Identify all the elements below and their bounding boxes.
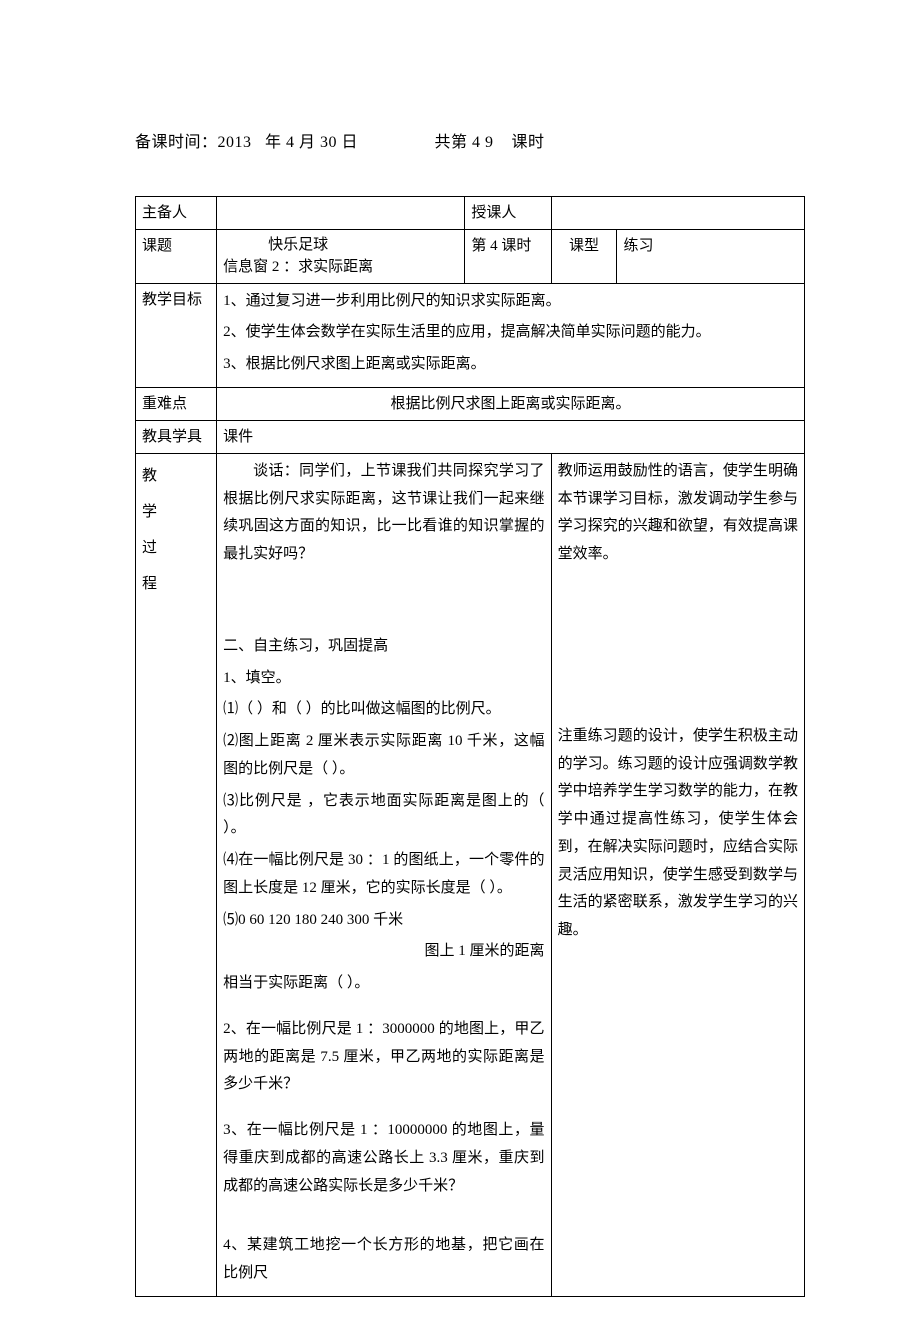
- objective-2: 2、使学生体会数学在实际生活里的应用，提高解决简单实际问题的能力。: [223, 319, 798, 347]
- value-class-type: 练习: [617, 229, 805, 283]
- side-notes: 教师运用鼓励性的语言，使学生明确本节课学习目标，激发调动学生参与学习探究的兴趣和…: [551, 453, 804, 1296]
- q1-2: ⑵图上距离 2 厘米表示实际距离 10 千米，这幅图的比例尺是（ ）。: [223, 728, 544, 784]
- objective-1: 1、通过复习进一步利用比例尺的知识求实际距离。: [223, 288, 798, 316]
- label-main-preparer: 主备人: [136, 196, 217, 229]
- lesson-plan-table: 主备人 授课人 课题 快乐足球 信息窗 2 ：求实际距离 第 4 课时 课型 练…: [135, 196, 805, 1297]
- topic-line1: 快乐足球: [223, 234, 458, 257]
- side-note-1: 教师运用鼓励性的语言，使学生明确本节课学习目标，激发调动学生参与学习探究的兴趣和…: [558, 458, 798, 569]
- value-keypoints: 根据比例尺求图上距离或实际距离。: [217, 387, 805, 420]
- process-content: 谈话：同学们，上节课我们共同探究学习了根据比例尺求实际距离，这节课让我们一起来继…: [217, 453, 551, 1296]
- table-row: 教具学具 课件: [136, 420, 805, 453]
- header-spacer: [358, 134, 435, 151]
- table-row: 重难点 根据比例尺求图上距离或实际距离。: [136, 387, 805, 420]
- spacer: [223, 1218, 544, 1232]
- table-row: 课题 快乐足球 信息窗 2 ：求实际距离 第 4 课时 课型 练习: [136, 229, 805, 283]
- value-objectives: 1、通过复习进一步利用比例尺的知识求实际距离。 2、使学生体会数学在实际生活里的…: [217, 283, 805, 387]
- value-main-preparer: [217, 196, 465, 229]
- value-lecturer: [551, 196, 804, 229]
- value-topic: 快乐足球 信息窗 2 ：求实际距离: [217, 229, 465, 283]
- q4: 4、某建筑工地挖一个长方形的地基，把它画在比例尺: [223, 1232, 544, 1288]
- side-note-2: 注重练习题的设计，使学生积极主动的学习。练习题的设计应强调数学教学中培养学生学习…: [558, 723, 798, 945]
- q1-head: 1、填空。: [223, 665, 544, 693]
- label-lecturer: 授课人: [465, 196, 551, 229]
- q1-4: ⑷在一幅比例尺是 30 ：1 的图纸上，一个零件的图上长度是 12 厘米，它的实…: [223, 847, 544, 903]
- prep-date: 备课时间：2013 年 4 月 30 日: [135, 134, 358, 151]
- q1-1: ⑴（ ）和（ ）的比叫做这幅图的比例尺。: [223, 696, 544, 724]
- q1-5b: 图上 1 厘米的距离: [223, 938, 544, 966]
- q1-5c: 相当于实际距离（ ）。: [223, 970, 544, 998]
- table-row: 教学过程 谈话：同学们，上节课我们共同探究学习了根据比例尺求实际距离，这节课让我…: [136, 453, 805, 1296]
- header-line: 备课时间：2013 年 4 月 30 日 共第 4 9 课时: [135, 130, 805, 156]
- spacer: [223, 1002, 544, 1016]
- spacer: [558, 573, 798, 723]
- section2-title: 二、自主练习，巩固提高: [223, 633, 544, 661]
- q2: 2、在一幅比例尺是 1 ：3000000 的地图上，甲乙两地的距离是 7.5 厘…: [223, 1016, 544, 1099]
- label-materials: 教具学具: [136, 420, 217, 453]
- q1-5a: ⑸0 60 120 180 240 300 千米: [223, 907, 544, 935]
- label-process: 教学过程: [136, 453, 217, 1296]
- page-container: 备课时间：2013 年 4 月 30 日 共第 4 9 课时 主备人 授课人 课…: [0, 0, 920, 1337]
- spacer: [223, 1204, 544, 1218]
- label-keypoints: 重难点: [136, 387, 217, 420]
- label-topic: 课题: [136, 229, 217, 283]
- table-row: 教学目标 1、通过复习进一步利用比例尺的知识求实际距离。 2、使学生体会数学在实…: [136, 283, 805, 387]
- topic-line2: 信息窗 2 ：求实际距离: [223, 256, 458, 279]
- total-session: 共第 4 9 课时: [435, 134, 545, 151]
- q1-3: ⑶比例尺是 ，它表示地面实际距离是图上的（ ）。: [223, 788, 544, 844]
- label-session-no: 第 4 课时: [465, 229, 551, 283]
- label-objectives: 教学目标: [136, 283, 217, 387]
- process-intro: 谈话：同学们，上节课我们共同探究学习了根据比例尺求实际距离，这节课让我们一起来继…: [223, 458, 544, 569]
- spacer: [223, 573, 544, 633]
- objective-3: 3、根据比例尺求图上距离或实际距离。: [223, 351, 798, 379]
- label-class-type: 课型: [551, 229, 617, 283]
- spacer: [223, 1103, 544, 1117]
- q3: 3、在一幅比例尺是 1 ：10000000 的地图上，量得重庆到成都的高速公路长…: [223, 1117, 544, 1200]
- table-row: 主备人 授课人: [136, 196, 805, 229]
- value-materials: 课件: [217, 420, 805, 453]
